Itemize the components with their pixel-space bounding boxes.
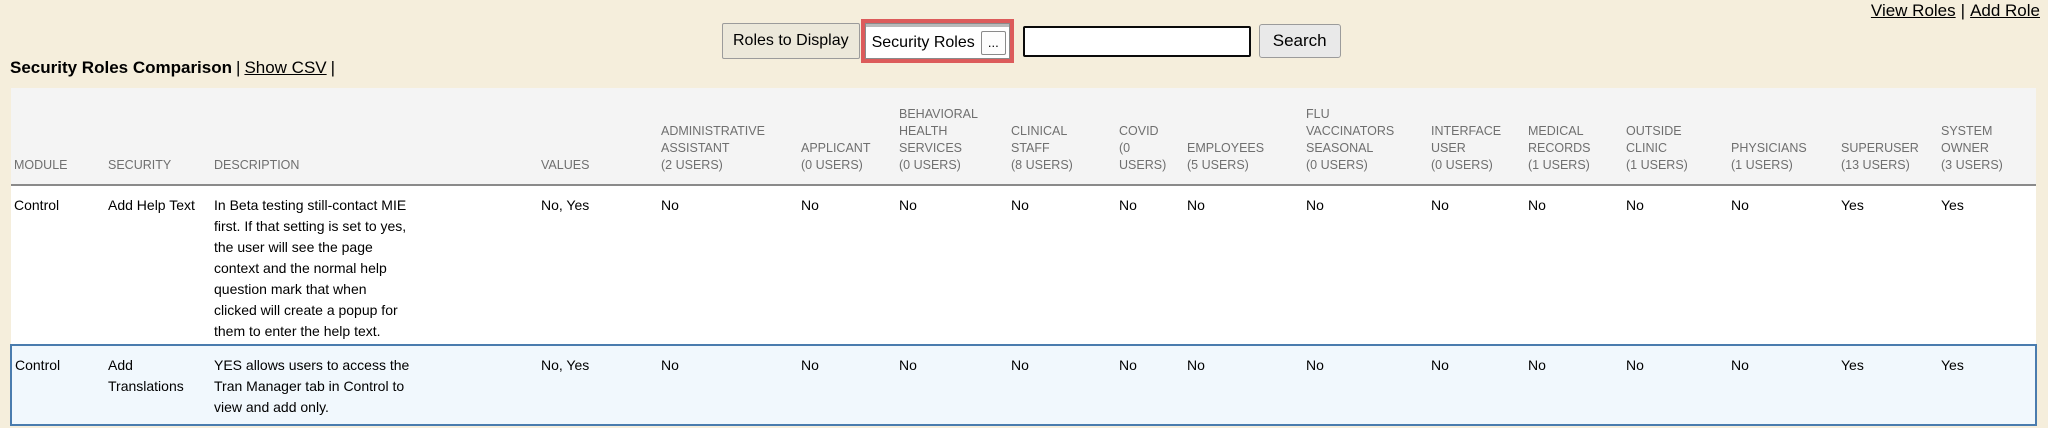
roles-picker-highlight-outline: Security Roles ...: [860, 19, 1014, 63]
cell-module: Control: [11, 185, 105, 345]
column-header-security: SECURITY: [105, 88, 211, 186]
column-header-covid: COVID (0 USERS): [1116, 88, 1184, 186]
add-role-link[interactable]: Add Role: [1970, 1, 2040, 20]
roles-picker-ellipsis-button[interactable]: ...: [980, 30, 1006, 55]
cell-security: Add Help Text: [105, 185, 211, 345]
cell-role-value: No: [1303, 185, 1428, 345]
roles-to-display-button[interactable]: Roles to Display: [722, 23, 860, 59]
title-row: Security Roles Comparison | Show CSV |: [10, 58, 339, 78]
cell-role-value: No: [658, 185, 798, 345]
cell-role-value: No: [1303, 344, 1428, 426]
cell-role-value: No: [1116, 185, 1184, 345]
cell-description: In Beta testing still-contact MIE first.…: [211, 185, 538, 345]
column-header-clinical-staff: CLINICAL STAFF (8 USERS): [1008, 88, 1116, 186]
cell-security: Add Translations: [105, 344, 211, 426]
column-header-superuser: SUPERUSER (13 USERS): [1838, 88, 1938, 186]
cell-role-value: No: [896, 344, 1008, 426]
cell-role-value: No: [1728, 185, 1838, 345]
cell-role-value: Yes: [1938, 344, 2037, 426]
cell-role-value: No: [1428, 344, 1525, 426]
column-header-administrative-assistant: ADMINISTRATIVE ASSISTANT (2 USERS): [658, 88, 798, 186]
cell-description: YES allows users to access the Tran Mana…: [211, 344, 538, 426]
cell-role-value: No: [1116, 344, 1184, 426]
cell-role-value: No: [1525, 344, 1623, 426]
column-header-flu-vaccinators-seasonal: FLU VACCINATORS SEASONAL (0 USERS): [1303, 88, 1428, 186]
column-header-medical-records: MEDICAL RECORDS (1 USERS): [1525, 88, 1623, 186]
cell-role-value: No: [1184, 185, 1303, 345]
page-title: Security Roles Comparison: [10, 58, 233, 77]
roles-comparison-table: MODULE SECURITY DESCRIPTION VALUES ADMINISTR…: [10, 88, 2037, 426]
roles-picker[interactable]: Security Roles ...: [864, 23, 1010, 59]
cell-role-value: No: [1525, 185, 1623, 345]
show-csv-link[interactable]: Show CSV: [244, 58, 327, 77]
column-header-outside-clinic: OUTSIDE CLINIC (1 USERS): [1623, 88, 1728, 186]
column-header-interface-user: INTERFACE USER (0 USERS): [1428, 88, 1525, 186]
column-header-physicians: PHYSICIANS (1 USERS): [1728, 88, 1838, 186]
cell-role-value: No: [1623, 185, 1728, 345]
column-header-employees: EMPLOYEES (5 USERS): [1184, 88, 1303, 186]
cell-role-value: No: [798, 344, 896, 426]
view-roles-link[interactable]: View Roles: [1870, 1, 1956, 20]
top-nav: View Roles | Add Role: [1871, 1, 2040, 21]
cell-role-value: No: [1623, 344, 1728, 426]
cell-role-value: No: [658, 344, 798, 426]
cell-role-value: No: [1008, 344, 1116, 426]
cell-role-value: No: [1008, 185, 1116, 345]
cell-role-value: No: [896, 185, 1008, 345]
cell-role-value: Yes: [1938, 185, 2036, 345]
cell-module: Control: [10, 344, 105, 426]
cell-values: No, Yes: [538, 185, 658, 345]
search-button[interactable]: Search: [1258, 24, 1341, 58]
column-header-applicant: APPLICANT (0 USERS): [798, 88, 896, 186]
title-separator: |: [236, 58, 241, 77]
table-row[interactable]: Control Add Help Text In Beta testing stil…: [11, 185, 2036, 345]
table-row[interactable]: Control Add Translations YES allows users …: [10, 344, 2037, 426]
roles-picker-value: Security Roles: [871, 33, 975, 51]
column-header-system-owner: SYSTEM OWNER (3 USERS): [1938, 88, 2036, 186]
column-header-description: DESCRIPTION: [211, 88, 538, 186]
title-separator: |: [330, 58, 336, 77]
column-header-values: VALUES: [538, 88, 658, 186]
nav-separator: |: [1960, 1, 1966, 20]
search-input[interactable]: [1022, 25, 1251, 57]
cell-role-value: No: [1728, 344, 1838, 426]
cell-values: No, Yes: [538, 344, 658, 426]
cell-role-value: No: [1184, 344, 1303, 426]
roles-toolbar: Roles to Display Security Roles ... Sear…: [722, 19, 1341, 63]
table-header-row: MODULE SECURITY DESCRIPTION VALUES ADMINISTR…: [11, 88, 2036, 186]
cell-role-value: Yes: [1838, 344, 1938, 426]
cell-role-value: Yes: [1838, 185, 1938, 345]
cell-role-value: No: [798, 185, 896, 345]
cell-role-value: No: [1428, 185, 1525, 345]
column-header-module: MODULE: [11, 88, 105, 186]
column-header-behavioral-health-services: BEHAVIORAL HEALTH SERVICES (0 USERS): [896, 88, 1008, 186]
